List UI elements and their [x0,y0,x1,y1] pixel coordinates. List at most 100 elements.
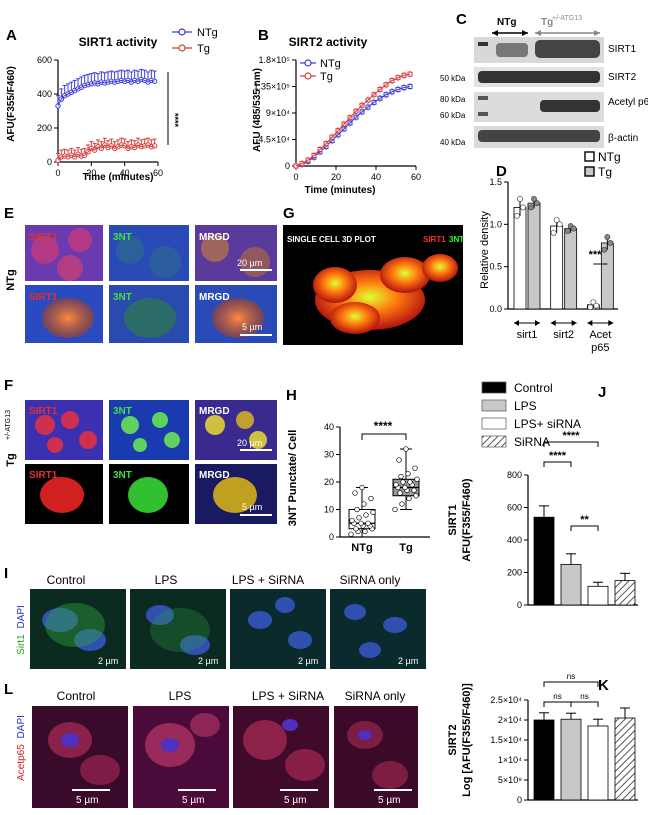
chart-j-sig-bracket [543,441,599,447]
panel-j: J 0 200 400 600 800 Control LPS LPS+ siRNA SiRNA… [447,381,638,610]
chart-b-y-tick-label: 0 [285,161,290,171]
panel-c-western-blot: C NTg Tg +/-ATG13 SIRT1 SIRT2 Acetyl p65… [440,11,648,148]
chart-b-y-tick-label: 9×10⁴ [266,108,290,118]
chart-b-y-tick-label: 1.8×10⁵ [258,55,290,65]
micro-f-label-sirt1-top: SIRT1 [29,406,58,417]
chart-d-category-label: sirt1 [517,329,538,341]
chart-d-point [587,304,594,311]
chart-h-point [370,509,376,515]
micro-l-scale-1: 5 µm [76,795,98,806]
chart-d-bar [550,225,564,310]
micro-l-scale-2: 5 µm [182,795,204,806]
chart-j-legend-swatch [481,381,507,394]
chart-d-arrow-head [550,320,556,326]
micro-g-title: SINGLE CELL 3D PLOT [287,235,376,244]
chart-h-point [413,493,419,499]
chart-k-y-tick-label: 1×10⁴ [498,755,522,765]
chart-k-y-tick-label: 2×10⁴ [498,715,522,725]
panel-letter-i: I [4,565,8,582]
chart-d-bar [564,228,578,310]
chart-d-y-tick-label: 1.5 [489,177,502,187]
chart-b-y-tick-label: 4.5×10⁴ [258,135,290,145]
micro-f-3nt-top [109,400,189,460]
chart-a-y-tick-label: 200 [37,123,52,133]
chart-k-y-tick-label: 0 [517,795,522,805]
chart-k-ylabel: SIRT2 [447,724,459,755]
panel-e-microscopy: E NTg SIRT1 3NT MRGD SIRT1 3NT MRGD 20 µ… [4,205,277,343]
chart-b-xlabel: Time (minutes) [305,185,376,196]
chart-k-bar [614,717,636,801]
chart-h-point [359,484,365,491]
chart-d-annotation: *** [589,249,603,261]
blot-tg-superscript: +/-ATG13 [552,15,582,22]
chart-k-sig-bracket [543,681,599,687]
blot-marker-50: 50 kDa [440,74,466,83]
panel-letter-g: G [283,205,295,222]
panel-letter-f: F [4,377,13,394]
chart-h-y-tick-label: 30 [324,450,334,460]
chart-j-legend-swatch [481,417,507,430]
panel-i-microscopy: I Control LPS LPS + SiRNA SiRNA only Sir… [4,565,426,669]
chart-a-x-tick-label: 20 [86,168,96,178]
micro-l-header-lps-sirna: LPS + SiRNA [252,689,324,703]
chart-k-y-tick-label: 2.5×10⁴ [490,695,522,705]
chart-j-legend-label: SiRNA [514,435,550,449]
chart-d-category-label: Acet [589,329,611,341]
chart-k-sig-bracket [543,701,572,707]
chart-a-y-tick-label: 600 [37,55,52,65]
chart-h-point [407,479,413,485]
chart-h-y-tick-label: 40 [324,422,334,432]
blot-ntg-label: NTg [497,17,516,28]
panel-letter-k: K [598,677,609,694]
micro-l-ylabel-dapi: DAPI [16,715,27,738]
blot-band-label-sirt2: SIRT2 [608,72,637,83]
chart-d-legend-label: NTg [598,150,621,164]
chart-b-series-line [295,73,411,167]
chart-h-point [399,501,405,507]
chart-a-point [55,103,61,109]
chart-d-legend-label: Tg [598,165,612,179]
micro-e-label-sirt1-top: SIRT1 [29,232,58,243]
micro-e-scale-bottom: 5 µm [242,322,262,332]
chart-h-point [352,490,358,496]
micro-i-lps [130,589,226,669]
chart-a-y-tick-label: 0 [47,157,52,167]
chart-d-point [556,221,563,228]
micro-i-ylabel-dapi: DAPI [16,605,27,628]
chart-b-ylabel: AFU (485/535 nm) [252,68,263,152]
blot-band-label-sirt1: SIRT1 [608,44,637,55]
chart-h-point [397,490,403,496]
chart-h-point [363,512,369,518]
panel-f-microscopy: F Tg +/-ATG13 SIRT1 3NT MRGD SIRT1 3NT M… [4,377,277,524]
panel-letter-l: L [4,681,13,698]
chart-a-legend-marker [178,44,186,52]
chart-d-point [607,240,614,246]
chart-j-y-tick-label: 200 [507,568,522,578]
chart-h-point [362,528,368,535]
micro-f-scale-bottom: 5 µm [242,502,262,512]
chart-h-category-label: Tg [399,542,412,554]
chart-b-legend-label: Tg [320,71,333,83]
micro-f-row-superscript: +/-ATG13 [5,410,12,440]
chart-d-bar [600,242,614,310]
chart-a-x-tick-label: 40 [120,168,130,178]
chart-h-point [402,484,408,491]
chart-d-y-tick-label: 1.0 [489,219,502,229]
chart-b-x-tick-label: 60 [411,172,421,182]
micro-f-label-sirt1-bottom: SIRT1 [29,470,58,481]
chart-d-y-tick-label: 0.5 [489,262,502,272]
micro-i-header-control: Control [47,573,86,587]
chart-k-y-tick-label: 5×10⁸ [498,775,522,785]
chart-d-arrow-head [514,320,519,326]
chart-k-sig-label: ns [580,692,588,701]
chart-d-legend-swatch [584,151,595,162]
chart-j-bar [560,563,582,606]
chart-d-ylabel: Relative density [479,211,491,289]
micro-f-scale-top: 20 µm [237,438,262,448]
micro-i-header-lps-sirna: LPS + SiRNA [232,573,304,587]
chart-h-point [392,506,398,513]
